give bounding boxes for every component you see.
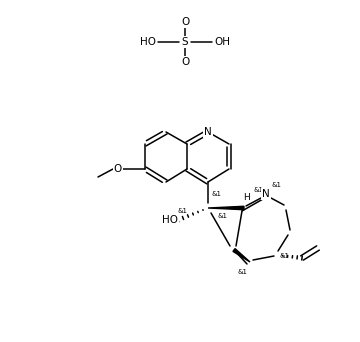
Polygon shape: [208, 206, 244, 210]
Text: &1: &1: [211, 191, 221, 197]
Text: S: S: [182, 37, 188, 47]
Text: &1: &1: [280, 253, 290, 259]
Text: HO: HO: [162, 215, 178, 225]
Text: N: N: [204, 127, 212, 137]
Text: O: O: [114, 164, 122, 174]
Text: N: N: [262, 189, 270, 199]
Polygon shape: [233, 249, 250, 262]
Text: &1: &1: [238, 269, 248, 275]
Text: HO: HO: [140, 37, 156, 47]
Text: OH: OH: [214, 37, 230, 47]
Text: H: H: [243, 194, 249, 202]
Text: O: O: [181, 57, 189, 67]
Text: &1: &1: [218, 213, 228, 219]
Text: &1: &1: [254, 187, 264, 193]
Text: O: O: [181, 17, 189, 27]
Text: &1: &1: [178, 208, 188, 214]
Text: &1: &1: [272, 182, 282, 188]
